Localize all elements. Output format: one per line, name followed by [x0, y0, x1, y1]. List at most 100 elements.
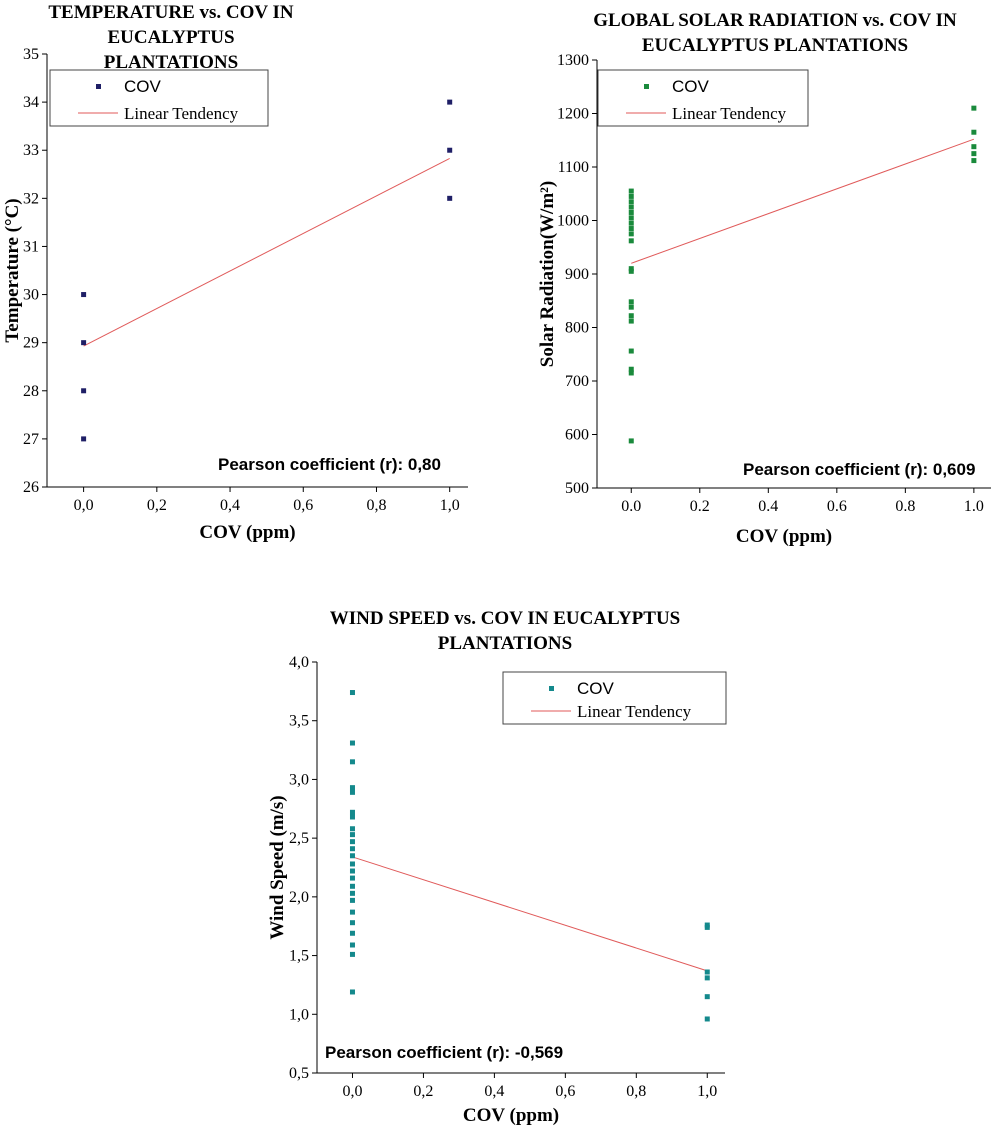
data-point: [349, 942, 355, 948]
data-point: [349, 868, 355, 874]
x-tick-label: 0,4: [220, 497, 240, 514]
data-point: [628, 204, 634, 210]
data-point: [628, 193, 634, 199]
chart2-title-line2: EUCALYPTUS PLANTATIONS: [641, 35, 909, 56]
data-point: [349, 740, 355, 746]
x-tick-label: 0,2: [147, 497, 167, 514]
chart2-title-line1: GLOBAL SOLAR RADIATION vs. COV IN: [593, 10, 957, 31]
data-point: [628, 313, 634, 319]
data-point: [628, 318, 634, 324]
data-point: [628, 215, 634, 221]
y-tick-label: 35: [23, 46, 39, 63]
y-tick-label: 29: [23, 335, 39, 352]
data-point: [971, 158, 977, 164]
y-tick-label: 800: [565, 320, 589, 337]
y-tick-label: 34: [23, 94, 39, 111]
y-tick-label: 4,0: [289, 654, 309, 671]
y-tick-label: 28: [23, 383, 39, 400]
data-point: [349, 826, 355, 832]
chart-3: 0,5 1,0 1,5 2,0 2,5 3,0 3,5 4,0 0,0 0,2 0,4 0,6 0,8 1…: [267, 654, 727, 1126]
data-point: [628, 188, 634, 194]
y-tick-label: 1,5: [289, 948, 309, 965]
chart1-title: TEMPERATURE vs. COV IN EUCALYPTUS PLANTA…: [0, 0, 342, 75]
legend-label: COV: [577, 679, 615, 698]
data-point: [81, 292, 87, 298]
y-tick-label: 3,0: [289, 771, 309, 788]
y-tick-label: 32: [23, 190, 39, 207]
data-point: [349, 875, 355, 881]
y-tick-label: 26: [23, 479, 39, 496]
x-tick-label: 0,2: [413, 1083, 433, 1100]
y-tick-label: 0,5: [289, 1065, 309, 1082]
y-tick-label: 1000: [557, 213, 589, 230]
data-point: [704, 975, 710, 981]
y-tick-label: 1300: [557, 52, 589, 69]
data-point: [971, 144, 977, 150]
x-tick-label: 0,8: [626, 1083, 646, 1100]
data-point: [349, 789, 355, 795]
y-axis-label: Wind Speed (m/s): [267, 795, 288, 939]
chart-1: 26 27 28 29 30 31 32 33 34 35 0,0 0,2 0,4 0,6 0,8 1,0 CO…: [2, 46, 468, 543]
data-point: [81, 436, 87, 442]
data-point: [628, 348, 634, 354]
y-tick-label: 1,0: [289, 1006, 309, 1023]
y-tick-label: 2,0: [289, 889, 309, 906]
legend-box: [49, 69, 269, 127]
data-point: [704, 1016, 710, 1022]
legend-label: COV: [672, 77, 710, 96]
x-tick-label: 1.0: [964, 498, 984, 515]
y-tick-label: 30: [23, 287, 39, 304]
data-point: [349, 846, 355, 852]
trend-line: [83, 157, 450, 347]
y-tick-label: 1100: [558, 159, 589, 176]
data-point: [349, 814, 355, 820]
y-tick-label: 500: [565, 480, 589, 497]
y-tick-label: 700: [565, 373, 589, 390]
data-point: [628, 238, 634, 244]
x-tick-label: 0,0: [342, 1083, 362, 1100]
data-point: [349, 839, 355, 845]
y-axis-label: Temperature (°C): [2, 198, 23, 342]
data-point: [628, 370, 634, 376]
data-point: [349, 809, 355, 815]
legend-marker: [96, 84, 101, 89]
y-tick-label: 600: [565, 427, 589, 444]
x-axis-label: COV (ppm): [463, 1105, 559, 1126]
x-tick-label: 0,8: [366, 497, 386, 514]
x-axis-label: COV (ppm): [199, 522, 295, 543]
data-point: [447, 195, 453, 201]
x-axis-label: COV (ppm): [736, 526, 832, 547]
trend-line: [352, 856, 708, 972]
data-point: [349, 832, 355, 838]
y-tick-label: 900: [565, 266, 589, 283]
pearson-annotation: Pearson coefficient (r): -0,569: [325, 1043, 563, 1062]
x-tick-label: 0,4: [484, 1083, 504, 1100]
pearson-annotation: Pearson coefficient (r): 0,609: [743, 460, 975, 479]
data-point: [704, 969, 710, 975]
data-point: [349, 690, 355, 696]
data-point: [704, 922, 710, 928]
chart1-title-line1: TEMPERATURE vs. COV IN EUCALYPTUS: [48, 2, 294, 48]
data-point: [971, 129, 977, 135]
data-point: [704, 994, 710, 1000]
chart3-title-line2: PLANTATIONS: [437, 633, 573, 654]
y-tick-label: 27: [23, 431, 39, 448]
data-point: [349, 897, 355, 903]
chart3-title-line1: WIND SPEED vs. COV IN EUCALYPTUS: [329, 608, 681, 629]
data-point: [349, 861, 355, 867]
x-tick-label: 0,6: [293, 497, 313, 514]
x-tick-label: 0.0: [621, 498, 641, 515]
legend-label: Linear Tendency: [672, 104, 787, 123]
x-tick-label: 0.6: [827, 498, 847, 515]
chart2-title: GLOBAL SOLAR RADIATION vs. COV IN EUCALY…: [555, 8, 995, 58]
y-tick-label: 3,5: [289, 713, 309, 730]
data-point: [628, 231, 634, 237]
data-point: [349, 853, 355, 859]
data-point: [628, 299, 634, 305]
y-tick-label: 31: [23, 238, 39, 255]
chart1-title-line2: PLANTATIONS: [103, 52, 239, 73]
data-point: [971, 151, 977, 157]
x-tick-label: 0,6: [555, 1083, 575, 1100]
data-point: [349, 920, 355, 926]
data-point: [349, 909, 355, 915]
